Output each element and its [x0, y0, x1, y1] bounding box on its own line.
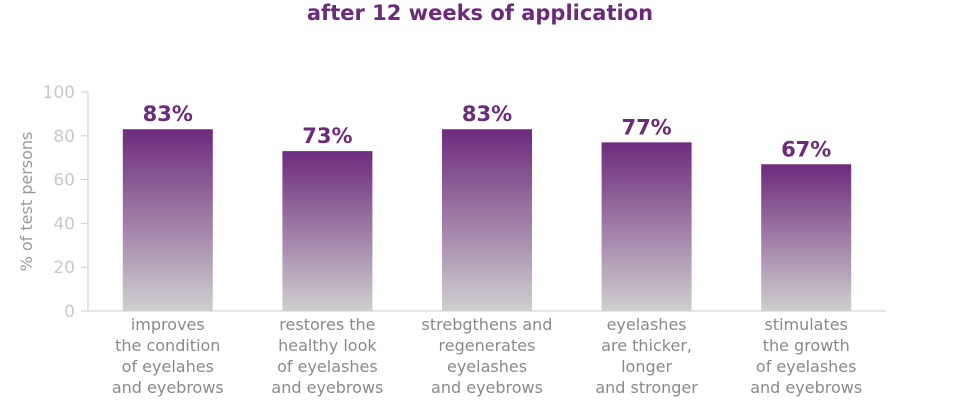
- x-tick-label: regenerates: [439, 336, 536, 355]
- y-tick-label: 100: [43, 83, 75, 103]
- y-tick-label: 60: [53, 171, 75, 191]
- x-tick-label: the growth: [763, 336, 850, 355]
- x-tick-label: strebgthens and: [422, 315, 553, 334]
- x-tick-label: eyelashes: [607, 315, 687, 334]
- x-tick-label: and eyebrows: [750, 378, 862, 397]
- bar: [442, 129, 532, 311]
- y-axis-title: % of test persons: [17, 132, 36, 272]
- x-tick-label: and eyebrows: [271, 378, 383, 397]
- x-tick-label: of eyelashes: [277, 357, 378, 376]
- y-tick-label: 0: [64, 302, 75, 322]
- x-tick-label: and stronger: [595, 378, 698, 397]
- x-tick-label: of eyelashes: [756, 357, 857, 376]
- x-tick-label: of eyelahes: [122, 357, 214, 376]
- x-tick-label: longer: [621, 357, 672, 376]
- y-tick-label: 40: [53, 214, 75, 234]
- data-label: 83%: [143, 102, 193, 126]
- x-tick-label: and eyebrows: [112, 378, 224, 397]
- x-tick-label: restores the: [279, 315, 375, 334]
- chart-title: after 12 weeks of application: [306, 1, 654, 25]
- y-tick-label: 20: [53, 258, 75, 278]
- data-label: 73%: [302, 124, 352, 148]
- bar: [601, 142, 692, 311]
- x-tick-label: improves: [131, 315, 205, 334]
- y-tick-label: 80: [53, 127, 75, 147]
- x-tick-label: the condition: [115, 336, 220, 355]
- x-tick-label: and eyebrows: [431, 378, 543, 397]
- data-label: 83%: [462, 102, 512, 126]
- bar: [282, 151, 373, 311]
- data-label: 77%: [621, 115, 671, 139]
- x-tick-label: healthy look: [278, 336, 377, 355]
- x-tick-label: are thicker,: [601, 336, 692, 355]
- bar: [122, 129, 213, 311]
- bar: [761, 164, 852, 311]
- x-tick-label: eyelashes: [447, 357, 527, 376]
- x-tick-label: stimulates: [764, 315, 847, 334]
- data-label: 67%: [781, 137, 831, 161]
